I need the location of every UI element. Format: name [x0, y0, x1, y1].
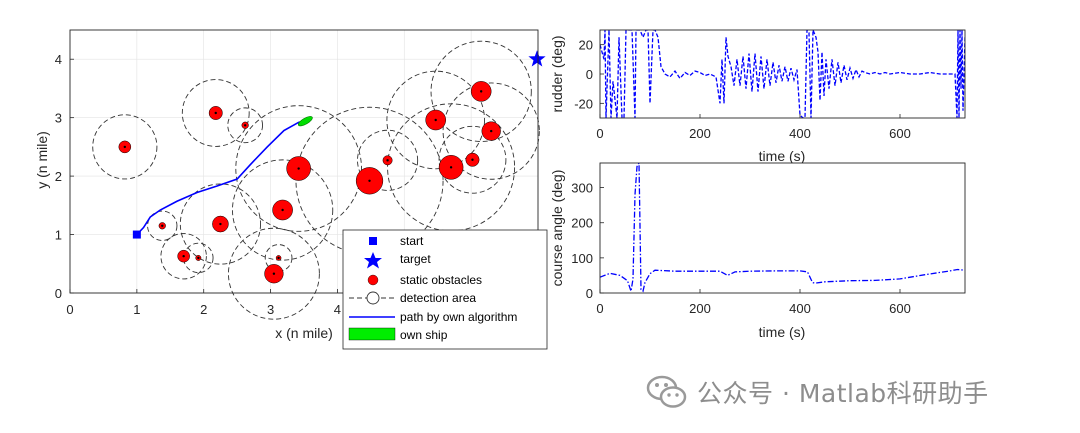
start-marker	[132, 230, 141, 239]
obstacle-center	[123, 145, 127, 149]
detection-area-circle	[430, 40, 532, 142]
course-y-tick-label: 100	[571, 251, 593, 266]
watermark-text: 公众号 · Matlab科研助手	[697, 379, 989, 408]
map-legend: start target static obstacles detection …	[342, 229, 548, 350]
obstacle-center	[281, 208, 284, 212]
obstacle-center	[386, 159, 389, 162]
own-ship	[297, 116, 313, 127]
obstacle-center	[272, 272, 276, 275]
course-y-tick-label: 0	[586, 286, 593, 301]
obstacle-center	[197, 256, 200, 260]
map-ticks: 0 1 2 3 4 0 1 2 3 4	[55, 52, 341, 317]
wechat-logo-icon	[646, 375, 687, 408]
rudder-x-axis-label: time (s)	[759, 148, 806, 164]
map-y-axis-label: y (n mile)	[34, 131, 50, 189]
map-y-tick-label: 1	[55, 228, 62, 243]
rudder-x-tick-label: 0	[596, 126, 603, 141]
course-y-tick-label: 200	[571, 216, 593, 231]
legend-obstacle-label: static obstacles	[400, 273, 482, 287]
obstacle-center	[277, 256, 280, 260]
map-x-axis-label: x (n mile)	[275, 325, 333, 341]
obstacle-center	[297, 167, 300, 170]
obstacle-center	[368, 179, 371, 182]
rudder-y-tick-label: -20	[574, 96, 593, 111]
detection-area-circle	[442, 82, 540, 180]
legend-target-label: target	[400, 252, 431, 266]
map-y-tick-label: 4	[55, 52, 62, 67]
detection-area-circle	[386, 70, 485, 170]
watermark: 公众号 · Matlab科研助手	[645, 370, 1065, 414]
obstacle-center	[449, 166, 453, 169]
obstacle-center	[479, 90, 483, 93]
detection-area-circle	[438, 125, 507, 194]
course-axes-box	[599, 162, 966, 294]
detection-area-circle	[179, 183, 261, 265]
course-x-tick-label: 400	[789, 301, 811, 316]
rudder-y-tick-label: 20	[579, 38, 593, 53]
course-y-tick-label: 300	[571, 181, 593, 196]
map-x-tick-label: 0	[66, 302, 73, 317]
course-series-line	[600, 163, 965, 293]
course-plot-area	[600, 163, 965, 293]
map-chart: 0 1 2 3 4 0 1 2 3 4 x (n mile) y (n mile) start t…	[34, 29, 548, 350]
rudder-x-tick-label: 200	[689, 126, 711, 141]
map-axes-box	[69, 29, 539, 294]
course-x-tick-label: 200	[689, 301, 711, 316]
legend-obstacle-swatch	[367, 274, 379, 286]
map-y-tick-label: 0	[55, 286, 62, 301]
detection-area-circle	[181, 79, 250, 147]
obstacle-center	[161, 224, 164, 227]
obstacle-center	[219, 222, 222, 226]
legend-ship-label: own ship	[400, 328, 448, 342]
obstacle-center	[182, 254, 185, 258]
map-x-tick-label: 3	[267, 302, 274, 317]
rudder-series-line	[600, 30, 965, 118]
detection-area-circle	[357, 129, 419, 191]
rudder-y-tick-label: 0	[586, 67, 593, 82]
obstacle-center	[214, 111, 217, 115]
own-path	[136, 118, 311, 236]
course-y-axis-label: course angle (deg)	[549, 170, 565, 287]
course-x-tick-label: 0	[596, 301, 603, 316]
legend-detection-label: detection area	[400, 291, 476, 305]
detection-area-circle	[183, 242, 214, 274]
detection-area-circle	[227, 107, 263, 144]
obstacle-center	[434, 118, 437, 122]
legend-detection-swatch	[366, 291, 380, 305]
course-ticks: 0 200 400 600 0 100 200 300	[571, 181, 911, 316]
rudder-x-tick-label: 600	[889, 126, 911, 141]
course-x-tick-label: 600	[889, 301, 911, 316]
rudder-y-axis-label: rudder (deg)	[549, 35, 565, 112]
legend-start-swatch	[369, 237, 377, 245]
rudder-x-tick-label: 400	[789, 126, 811, 141]
detection-area-circle	[160, 232, 207, 280]
course-chart: 0 200 400 600 0 100 200 300 time (s) course ang…	[549, 162, 966, 340]
course-x-axis-label: time (s)	[759, 324, 806, 340]
map-y-tick-label: 3	[55, 111, 62, 126]
rudder-plot-area	[600, 30, 965, 118]
detection-area-circle	[92, 114, 158, 180]
static-obstacles	[118, 81, 501, 284]
legend-ship-swatch	[348, 327, 396, 341]
map-y-tick-label: 2	[55, 169, 62, 184]
map-x-tick-label: 4	[334, 302, 341, 317]
legend-start-label: start	[400, 234, 424, 248]
detection-area-circle	[235, 105, 362, 232]
legend-target-swatch	[364, 252, 382, 269]
target-marker	[528, 50, 546, 67]
obstacle-center	[490, 129, 493, 133]
obstacle-center	[471, 158, 474, 161]
legend-path-label: path by own algorithm	[400, 310, 517, 324]
detection-area-circle	[228, 227, 320, 320]
map-x-tick-label: 1	[133, 302, 140, 317]
map-x-tick-label: 2	[200, 302, 207, 317]
detection-area-circle	[232, 159, 334, 261]
detection-area-circle	[147, 210, 178, 241]
obstacle-center	[243, 124, 247, 127]
